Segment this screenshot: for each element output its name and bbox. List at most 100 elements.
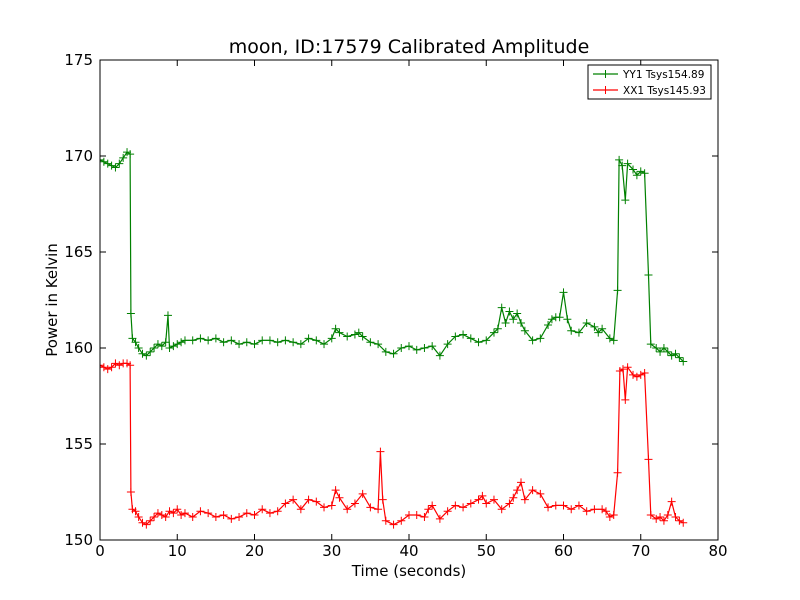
- data-point: [142, 351, 151, 360]
- data-point: [563, 315, 572, 324]
- y-tick-label: 165: [64, 243, 93, 261]
- data-point: [474, 495, 483, 504]
- data-point: [482, 499, 491, 508]
- data-point: [420, 344, 429, 352]
- data-point: [173, 340, 182, 349]
- y-tick-label: 175: [64, 51, 93, 69]
- data-point: [204, 509, 213, 518]
- data-point: [146, 347, 155, 356]
- x-tick-label: 70: [631, 542, 650, 560]
- legend: YY1 Tsys154.89 XX1 Tsys145.93: [587, 64, 712, 100]
- data-point: [165, 344, 174, 352]
- data-point: [153, 340, 162, 349]
- data-point: [161, 512, 170, 521]
- data-point: [646, 340, 655, 349]
- data-point: [381, 516, 390, 525]
- data-point: [265, 336, 274, 345]
- data-point: [528, 486, 537, 495]
- x-tick-label: 60: [554, 542, 573, 560]
- data-point: [574, 328, 583, 337]
- data-point: [629, 370, 638, 379]
- data-point: [157, 511, 166, 520]
- data-point: [150, 512, 159, 521]
- data-point: [482, 336, 491, 345]
- data-point: [505, 307, 514, 316]
- data-point: [598, 505, 607, 514]
- legend-item: XX1 Tsys145.93: [593, 85, 706, 97]
- data-point: [615, 155, 624, 164]
- data-point: [594, 328, 603, 337]
- data-point: [605, 512, 614, 521]
- data-point: [659, 516, 668, 525]
- legend-label: XX1 Tsys145.93: [623, 85, 706, 97]
- data-point: [227, 514, 236, 523]
- data-point: [412, 345, 421, 354]
- data-point: [119, 153, 128, 162]
- data-point: [663, 511, 672, 520]
- data-point: [381, 347, 390, 356]
- data-point: [265, 509, 274, 518]
- data-point: [636, 370, 645, 379]
- data-point: [150, 344, 159, 352]
- data-point: [451, 501, 460, 510]
- y-tick-label: 155: [64, 435, 93, 453]
- data-point: [111, 163, 120, 172]
- data-point: [327, 334, 336, 343]
- data-point: [644, 455, 653, 464]
- data-point: [574, 501, 583, 510]
- data-point: [366, 338, 375, 347]
- data-point: [590, 322, 599, 331]
- data-point: [312, 336, 321, 345]
- data-point: [466, 334, 475, 343]
- data-point: [258, 505, 267, 514]
- x-tick-label: 40: [399, 542, 418, 560]
- data-point: [242, 509, 251, 518]
- x-tick-label: 20: [245, 542, 264, 560]
- x-axis-label: Time (seconds): [351, 562, 467, 580]
- data-point: [489, 495, 498, 504]
- data-point: [497, 505, 506, 514]
- plot-area: [99, 59, 719, 541]
- data-point: [320, 340, 329, 349]
- data-point: [100, 155, 104, 164]
- data-point: [281, 336, 290, 345]
- data-point: [623, 159, 632, 168]
- data-point: [567, 505, 576, 514]
- data-point: [536, 489, 545, 498]
- legend-box: [587, 64, 712, 100]
- data-point: [103, 365, 112, 374]
- data-point: [366, 503, 375, 512]
- data-point: [273, 338, 282, 347]
- data-point: [304, 495, 313, 504]
- data-point: [659, 344, 668, 352]
- data-point: [501, 319, 510, 328]
- data-point: [459, 330, 468, 339]
- data-point: [126, 150, 135, 159]
- data-point: [376, 447, 385, 456]
- data-point: [629, 165, 638, 174]
- data-point: [451, 332, 460, 341]
- y-tick-label: 170: [64, 147, 93, 165]
- data-point: [273, 507, 282, 516]
- data-point: [412, 511, 421, 520]
- data-point: [544, 320, 553, 329]
- data-point: [107, 363, 116, 372]
- y-axis-label: Power in Kelvin: [43, 243, 61, 357]
- data-point: [235, 512, 244, 521]
- data-point: [551, 501, 560, 510]
- data-point: [435, 514, 444, 523]
- data-point: [613, 286, 622, 295]
- x-tick-label: 30: [322, 542, 341, 560]
- series-line: [100, 151, 684, 362]
- data-point: [131, 507, 140, 516]
- data-point: [656, 512, 665, 521]
- data-point: [623, 363, 632, 372]
- data-point: [258, 336, 267, 345]
- data-point: [219, 511, 228, 520]
- data-point: [103, 159, 112, 168]
- data-point: [667, 351, 676, 360]
- data-point: [134, 512, 143, 521]
- data-point: [358, 332, 367, 341]
- data-point: [327, 501, 336, 510]
- x-tick-label: 80: [708, 542, 727, 560]
